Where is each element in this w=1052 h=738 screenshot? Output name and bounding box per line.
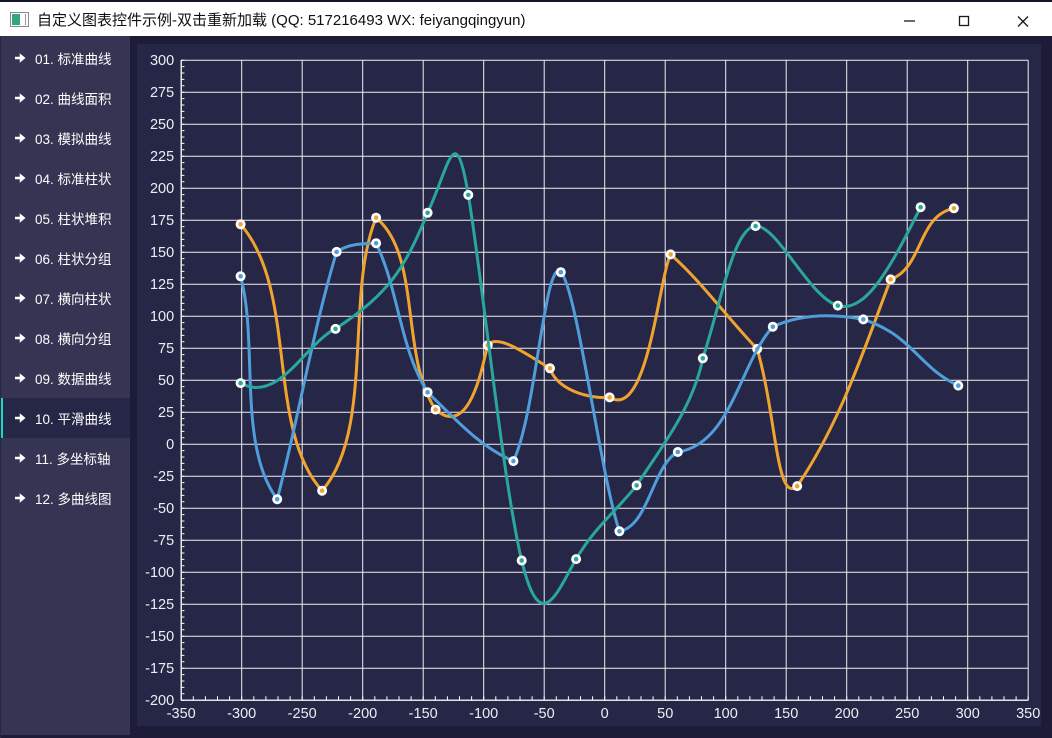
svg-text:-175: -175 (145, 661, 174, 677)
svg-text:-100: -100 (469, 706, 498, 722)
svg-text:-200: -200 (145, 693, 174, 709)
svg-text:-250: -250 (288, 706, 317, 722)
svg-text:350: 350 (1016, 706, 1040, 722)
svg-text:-300: -300 (227, 706, 256, 722)
svg-text:225: 225 (150, 149, 174, 165)
svg-text:-150: -150 (409, 706, 438, 722)
svg-text:-100: -100 (145, 565, 174, 581)
svg-text:100: 100 (150, 309, 174, 325)
svg-text:25: 25 (158, 405, 174, 421)
svg-text:-25: -25 (153, 469, 174, 485)
svg-text:-350: -350 (167, 706, 196, 722)
svg-text:275: 275 (150, 85, 174, 101)
svg-text:-125: -125 (145, 597, 174, 613)
svg-text:50: 50 (657, 706, 673, 722)
svg-text:-150: -150 (145, 629, 174, 645)
svg-text:75: 75 (158, 341, 174, 357)
svg-text:150: 150 (774, 706, 798, 722)
svg-text:150: 150 (150, 245, 174, 261)
svg-text:250: 250 (895, 706, 919, 722)
svg-text:200: 200 (835, 706, 859, 722)
svg-text:175: 175 (150, 213, 174, 229)
svg-text:-75: -75 (153, 533, 174, 549)
svg-text:0: 0 (166, 437, 174, 453)
svg-text:0: 0 (601, 706, 609, 722)
svg-text:-200: -200 (348, 706, 377, 722)
svg-text:300: 300 (956, 706, 980, 722)
svg-text:300: 300 (150, 53, 174, 69)
svg-text:100: 100 (714, 706, 738, 722)
svg-text:-50: -50 (534, 706, 555, 722)
svg-text:-50: -50 (153, 501, 174, 517)
svg-text:250: 250 (150, 117, 174, 133)
svg-text:125: 125 (150, 277, 174, 293)
svg-text:50: 50 (158, 373, 174, 389)
svg-text:200: 200 (150, 181, 174, 197)
